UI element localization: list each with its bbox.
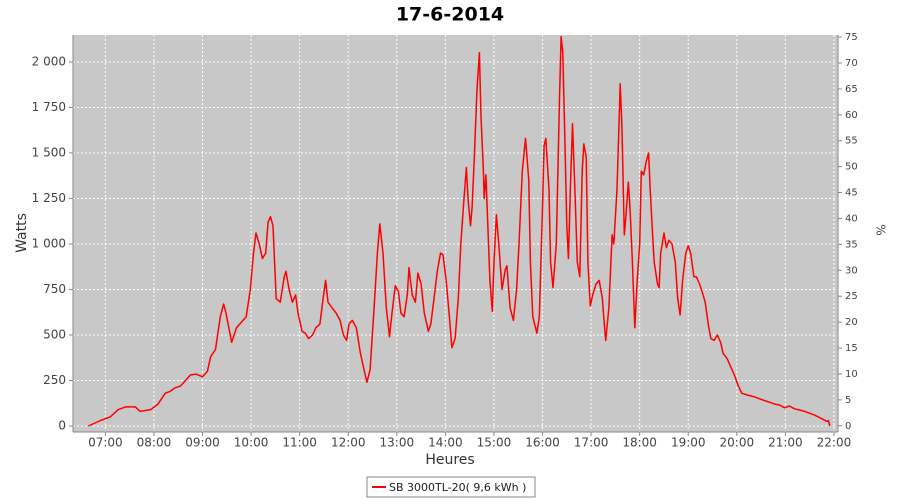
x-tick-label: 17:00	[574, 436, 609, 450]
y-tick-label: 1 500	[32, 145, 66, 159]
y-tick-label: 1 000	[32, 236, 66, 250]
y2-tick-label: 75	[845, 32, 858, 43]
y2-tick-label: 65	[845, 84, 858, 95]
y2-tick-label: 60	[845, 110, 858, 121]
y2-tick-label: 45	[845, 188, 858, 199]
y2-axis-label: %	[874, 224, 888, 235]
y2-tick-label: 25	[845, 291, 858, 302]
y-axis-label: Watts	[14, 213, 30, 253]
y-tick-label: 500	[43, 327, 66, 341]
y2-tick-label: 55	[845, 136, 858, 147]
y2-tick-label: 10	[845, 369, 858, 380]
y2-tick-label: 30	[845, 265, 858, 276]
y2-tick-label: 70	[845, 58, 858, 69]
y-tick-label: 2 000	[32, 54, 66, 68]
x-tick-label: 09:00	[185, 436, 220, 450]
x-tick-label: 18:00	[622, 436, 657, 450]
legend-label: SB 3000TL-20( 9,6 kWh )	[389, 481, 526, 494]
legend-box	[366, 476, 536, 498]
y2-tick-label: 40	[845, 213, 858, 224]
x-tick-label: 19:00	[671, 436, 706, 450]
x-axis-label: Heures	[425, 452, 474, 468]
y2-tick-label: 0	[845, 421, 851, 432]
x-tick-label: 12:00	[331, 436, 366, 450]
series-line	[88, 35, 831, 427]
x-tick-label: 22:00	[817, 436, 852, 450]
plot-area	[73, 35, 838, 432]
x-tick-label: 21:00	[768, 436, 803, 450]
x-tick-label: 13:00	[380, 436, 415, 450]
y2-tick-label: 5	[845, 395, 851, 406]
y2-tick-label: 35	[845, 239, 858, 250]
y-tick-label: 1 250	[32, 191, 66, 205]
y2-tick-label: 20	[845, 317, 858, 328]
y-tick-label: 750	[43, 282, 66, 296]
y-tick-label: 250	[43, 373, 66, 387]
y2-tick-label: 50	[845, 162, 858, 173]
x-tick-label: 11:00	[282, 436, 317, 450]
x-tick-label: 08:00	[137, 436, 172, 450]
x-tick-label: 14:00	[428, 436, 463, 450]
y-tick-label: 1 750	[32, 100, 66, 114]
y2-tick-label: 15	[845, 343, 858, 354]
x-tick-label: 10:00	[234, 436, 269, 450]
x-tick-label: 16:00	[525, 436, 560, 450]
x-tick-label: 15:00	[477, 436, 512, 450]
y-tick-label: 0	[58, 418, 66, 432]
chart-title: 17-6-2014	[396, 4, 504, 26]
x-tick-label: 20:00	[720, 436, 755, 450]
x-tick-label: 07:00	[88, 436, 123, 450]
